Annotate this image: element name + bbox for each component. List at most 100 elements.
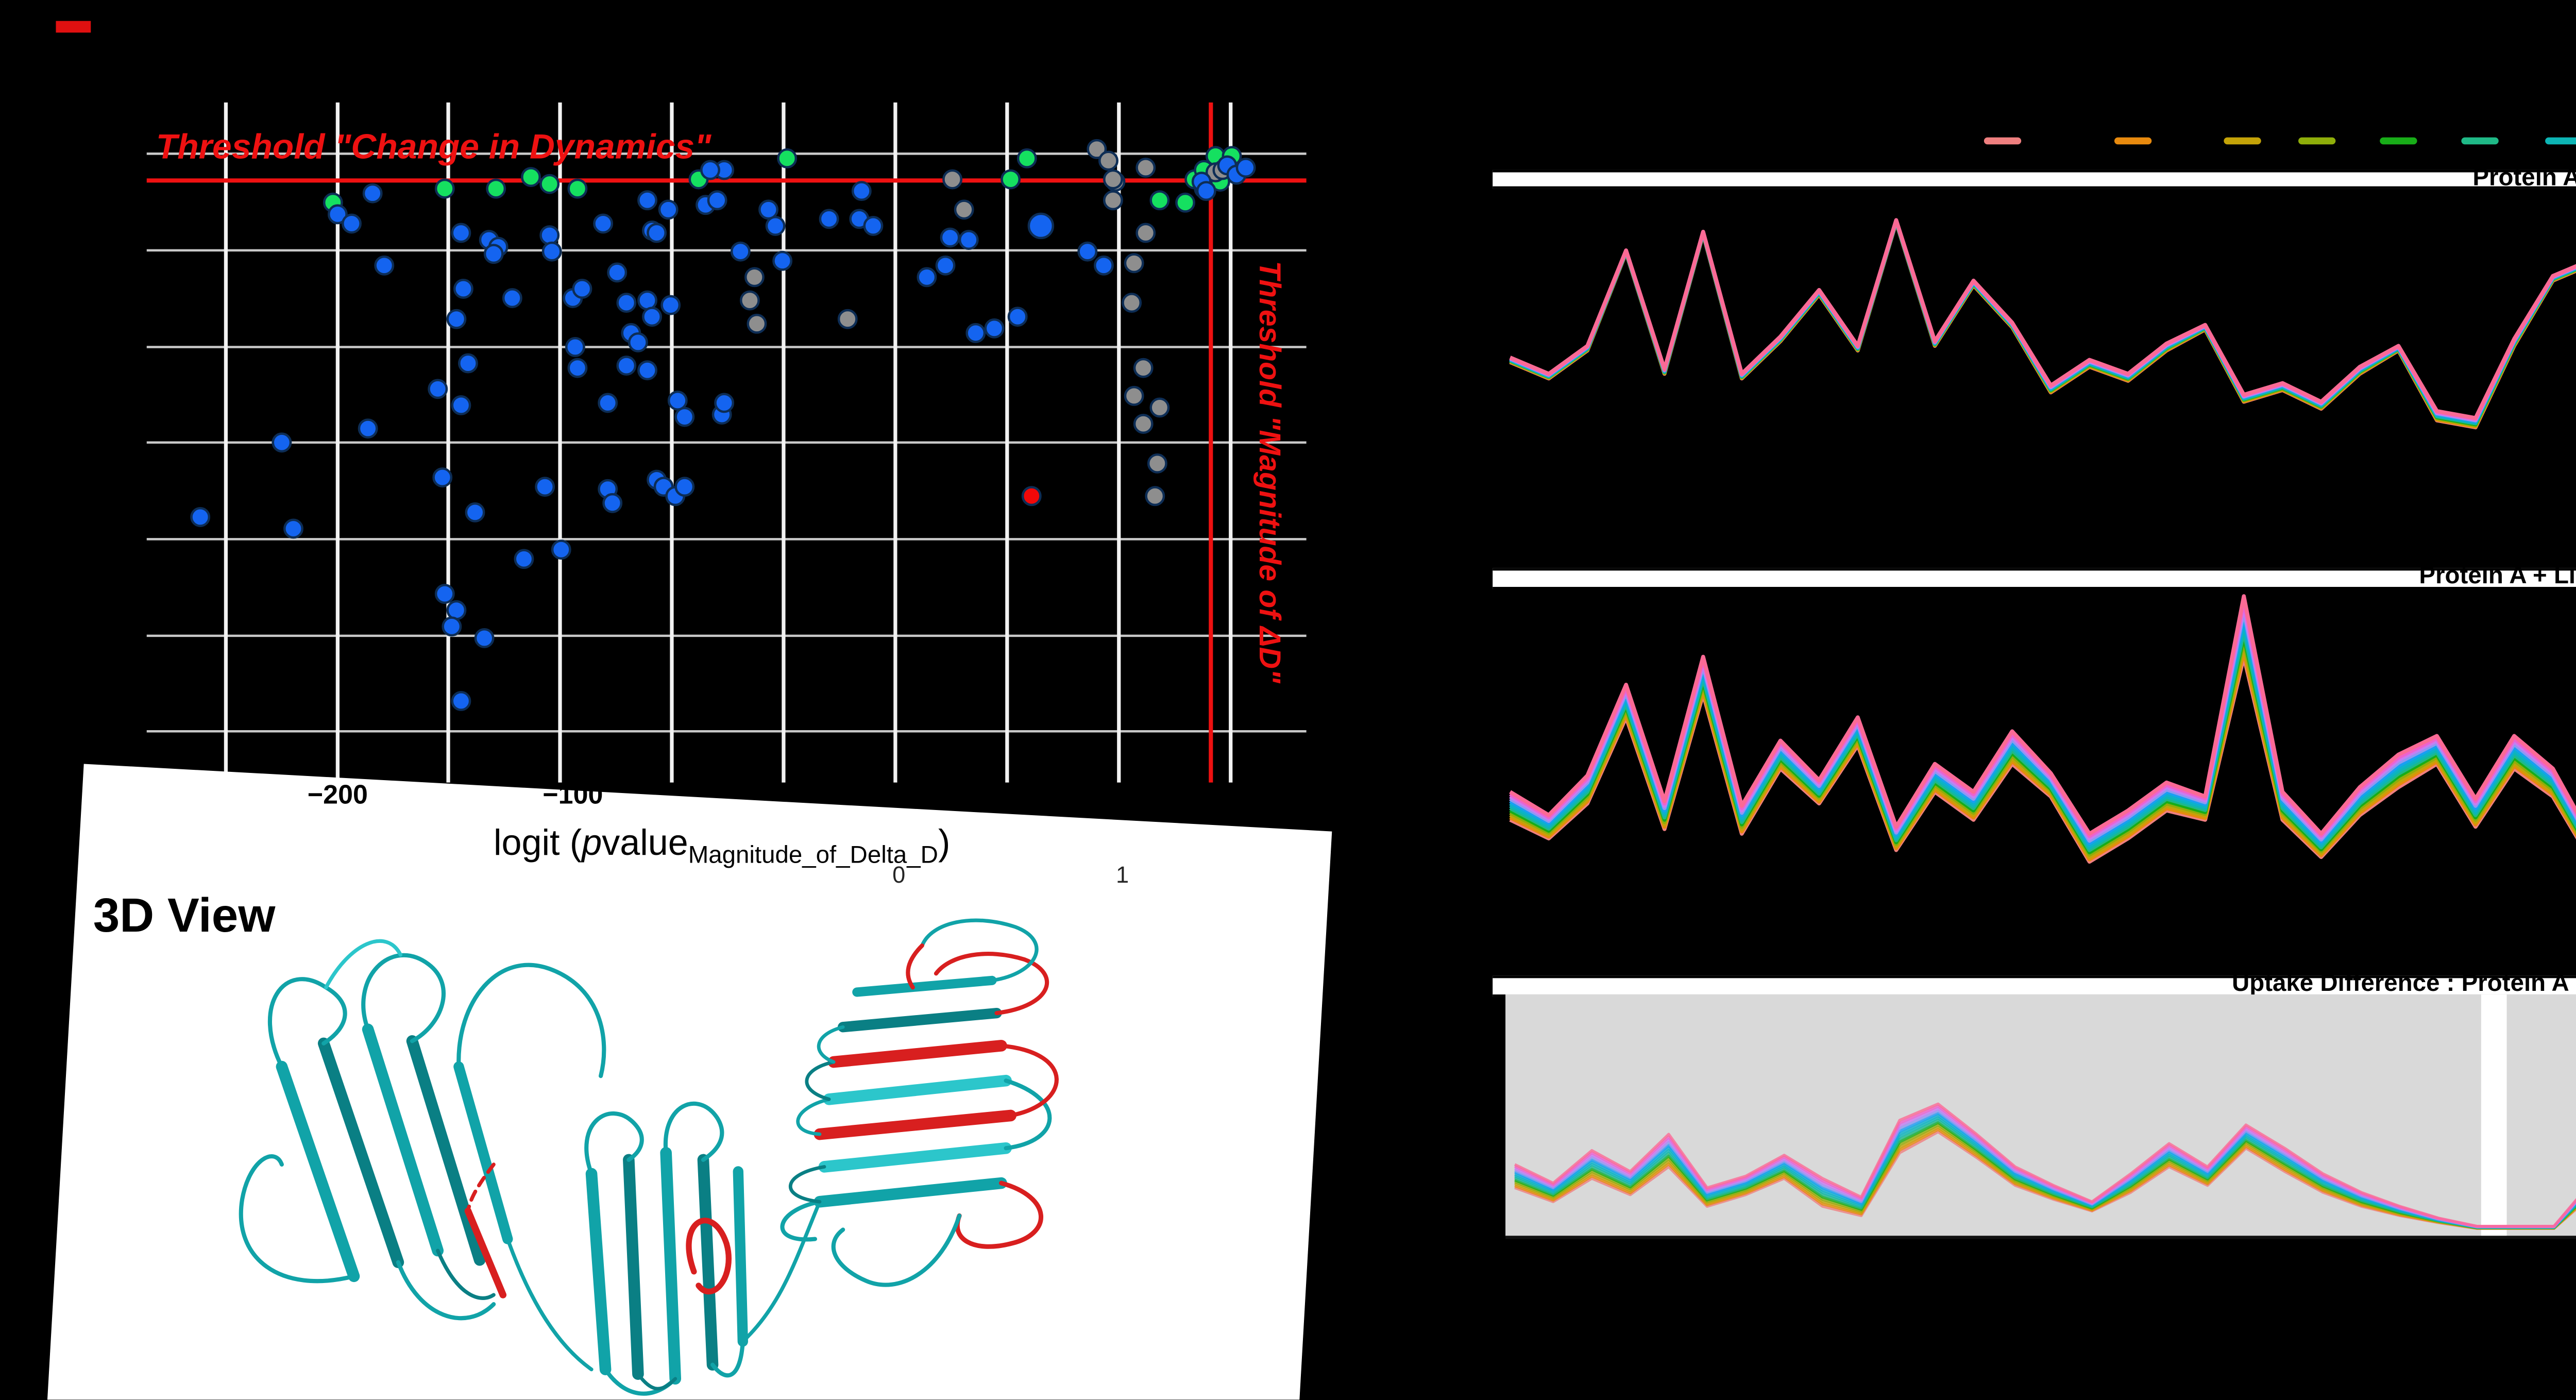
data-point[interactable] xyxy=(1103,169,1123,190)
data-point[interactable] xyxy=(660,295,681,315)
data-point[interactable] xyxy=(637,290,657,311)
data-point[interactable] xyxy=(434,584,455,604)
data-point[interactable] xyxy=(658,199,679,220)
data-point[interactable] xyxy=(730,241,751,262)
data-point[interactable] xyxy=(1235,157,1256,178)
uptake-trace[interactable] xyxy=(1508,217,2576,421)
data-point[interactable] xyxy=(598,393,618,413)
legend-swatch[interactable] xyxy=(2461,136,2499,145)
data-point[interactable] xyxy=(700,160,720,180)
data-point[interactable] xyxy=(935,255,956,276)
data-point[interactable] xyxy=(1136,223,1156,243)
data-point[interactable] xyxy=(539,225,560,245)
chart-uptake-difference[interactable] xyxy=(1492,994,2576,1239)
uptake-trace[interactable] xyxy=(1508,217,2576,419)
data-point[interactable] xyxy=(851,181,872,201)
data-point[interactable] xyxy=(283,518,303,539)
data-point[interactable] xyxy=(458,353,478,374)
data-point[interactable] xyxy=(451,691,471,711)
data-point[interactable] xyxy=(1147,453,1167,474)
data-point[interactable] xyxy=(958,230,979,250)
data-point[interactable] xyxy=(1124,385,1144,406)
data-point[interactable] xyxy=(593,213,614,234)
data-point[interactable] xyxy=(551,539,571,560)
data-point[interactable] xyxy=(765,215,786,236)
data-point[interactable] xyxy=(453,279,473,299)
data-point[interactable] xyxy=(1098,150,1118,171)
data-point[interactable] xyxy=(502,288,522,308)
data-point[interactable] xyxy=(707,190,727,211)
data-point[interactable] xyxy=(434,178,455,199)
data-point[interactable] xyxy=(1133,358,1154,378)
data-point[interactable] xyxy=(514,549,534,569)
uptake-trace[interactable] xyxy=(1508,217,2576,421)
data-point[interactable] xyxy=(465,502,485,522)
data-point[interactable] xyxy=(1016,148,1037,168)
data-point[interactable] xyxy=(616,356,637,376)
legend-swatch[interactable] xyxy=(2545,136,2576,145)
data-point[interactable] xyxy=(190,507,211,527)
uptake-trace[interactable] xyxy=(1507,592,2576,838)
data-point[interactable] xyxy=(1133,414,1154,434)
data-point[interactable] xyxy=(607,262,628,283)
uptake-trace[interactable] xyxy=(1508,218,2576,427)
uptake-trace[interactable] xyxy=(1508,218,2576,424)
uptake-trace[interactable] xyxy=(1508,217,2576,420)
data-point[interactable] xyxy=(446,600,467,620)
data-point[interactable] xyxy=(739,290,760,311)
data-point[interactable] xyxy=(628,332,648,352)
data-point[interactable] xyxy=(674,407,695,427)
uptake-trace[interactable] xyxy=(1508,219,2576,440)
data-point[interactable] xyxy=(535,477,555,497)
data-point[interactable] xyxy=(772,250,793,271)
data-point[interactable] xyxy=(744,267,765,288)
uptake-trace[interactable] xyxy=(1508,219,2576,432)
data-point[interactable] xyxy=(1136,157,1156,178)
data-point[interactable] xyxy=(942,169,963,190)
data-point[interactable] xyxy=(567,358,588,378)
uptake-trace[interactable] xyxy=(1508,218,2576,426)
uptake-trace[interactable] xyxy=(1508,622,2576,859)
data-point[interactable] xyxy=(1007,307,1028,327)
data-point[interactable] xyxy=(602,493,623,513)
data-point[interactable] xyxy=(1001,169,1021,190)
data-point[interactable] xyxy=(674,477,695,497)
data-point[interactable] xyxy=(486,178,506,199)
legend-swatch[interactable] xyxy=(2224,136,2261,145)
data-point[interactable] xyxy=(863,215,884,236)
data-point[interactable] xyxy=(917,267,937,288)
data-point[interactable] xyxy=(714,393,735,413)
data-point[interactable] xyxy=(1093,255,1114,276)
data-point[interactable] xyxy=(984,318,1005,339)
data-point[interactable] xyxy=(1077,241,1098,262)
data-point[interactable] xyxy=(758,199,778,220)
legend-swatch[interactable] xyxy=(2380,136,2417,145)
data-point[interactable] xyxy=(358,418,378,439)
data-point[interactable] xyxy=(428,379,448,399)
data-point[interactable] xyxy=(451,395,471,415)
uptake-trace[interactable] xyxy=(1508,616,2576,855)
data-point[interactable] xyxy=(642,307,662,327)
chart-protein-a[interactable] xyxy=(1492,188,2576,554)
data-point[interactable] xyxy=(1087,139,1107,159)
uptake-trace[interactable] xyxy=(1513,1043,2576,1228)
data-point[interactable] xyxy=(1124,253,1144,274)
data-point[interactable] xyxy=(1196,181,1216,201)
data-point[interactable] xyxy=(474,628,495,648)
data-point[interactable] xyxy=(1149,397,1170,418)
data-point[interactable] xyxy=(1021,486,1042,507)
volcano-points[interactable] xyxy=(190,139,1256,711)
data-point[interactable] xyxy=(446,309,467,329)
data-point[interactable] xyxy=(565,337,585,357)
data-point[interactable] xyxy=(954,199,974,220)
uptake-trace[interactable] xyxy=(1508,619,2576,857)
data-point[interactable] xyxy=(777,148,798,168)
data-point[interactable] xyxy=(837,309,858,329)
legend-swatch[interactable] xyxy=(2114,136,2152,145)
data-point[interactable] xyxy=(442,616,462,637)
data-point[interactable] xyxy=(637,190,657,211)
data-point[interactable] xyxy=(647,223,667,243)
data-point[interactable] xyxy=(342,213,362,234)
data-point[interactable] xyxy=(432,467,453,487)
uptake-trace[interactable] xyxy=(1508,217,2576,423)
